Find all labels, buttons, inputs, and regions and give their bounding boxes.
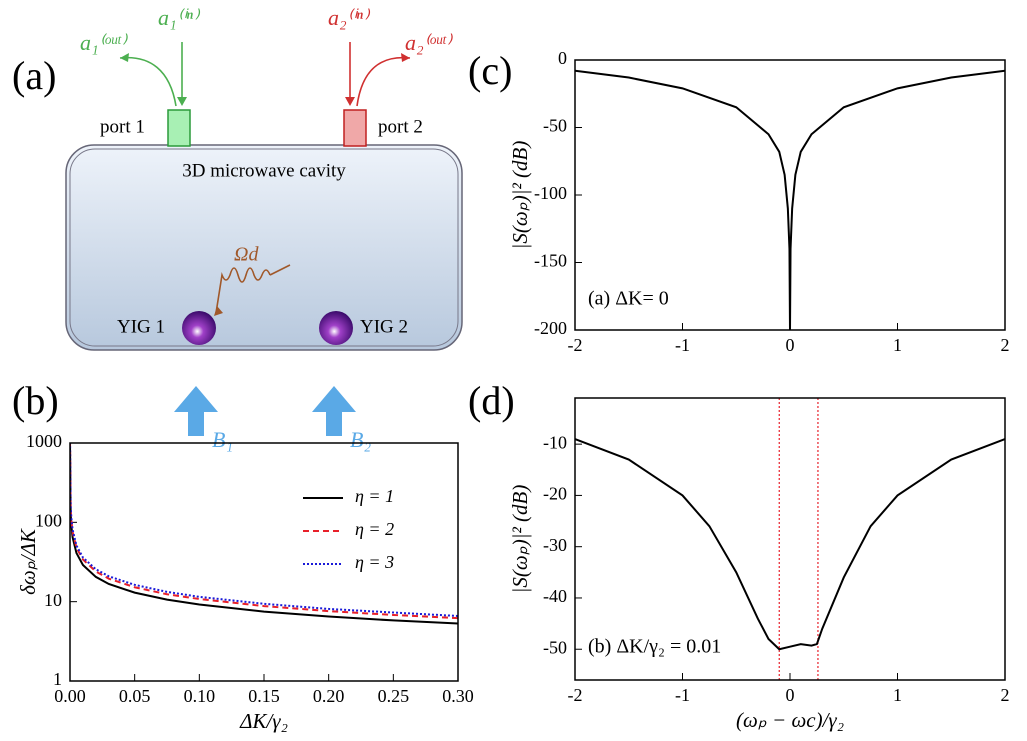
port-signal: a₁⁽ⁱⁿ⁾ bbox=[158, 5, 201, 30]
y-tick-label: -30 bbox=[543, 535, 567, 555]
legend-label: η = 3 bbox=[355, 552, 394, 572]
y-axis-label: |S(ωₚ)|² (dB) bbox=[508, 141, 532, 250]
x-tick-label: 0.25 bbox=[378, 686, 410, 706]
x-tick-label: 0.15 bbox=[248, 686, 280, 706]
yig-label: YIG 1 bbox=[117, 316, 165, 337]
y-tick-label: 1000 bbox=[26, 431, 62, 451]
x-tick-label: 0.30 bbox=[442, 686, 474, 706]
y-tick-label: 0 bbox=[558, 48, 567, 68]
port-label: port 2 bbox=[378, 116, 423, 137]
y-axis-label: δωₚ/ΔK bbox=[16, 528, 40, 595]
arrowhead bbox=[401, 53, 410, 62]
plot-frame bbox=[69, 442, 459, 682]
x-tick-label: 2 bbox=[1001, 685, 1010, 705]
x-tick-label: 1 bbox=[893, 335, 902, 355]
y-tick-label: 10 bbox=[44, 590, 62, 610]
cavity-label: 3D microwave cavity bbox=[182, 160, 346, 181]
plot-frame bbox=[574, 59, 1006, 331]
port-signal: a₁⁽ᵒᵘᵗ⁾ bbox=[80, 30, 128, 55]
x-tick-label: 0.20 bbox=[313, 686, 345, 706]
arrowhead bbox=[177, 97, 187, 106]
y-tick-label: -40 bbox=[543, 586, 567, 606]
x-tick-label: 0 bbox=[786, 685, 795, 705]
y-tick-label: -50 bbox=[543, 116, 567, 136]
annotation: (b) ΔK/γ₂ = 0.01 bbox=[588, 636, 721, 658]
port-signal: a₂⁽ᵒᵘᵗ⁾ bbox=[405, 30, 453, 55]
port bbox=[167, 109, 191, 147]
x-axis-label: ΔK/γ₂ bbox=[239, 709, 288, 733]
x-axis-label: (ωₚ − ωc)/γ₂ bbox=[736, 708, 844, 732]
panel-label: (d) bbox=[468, 378, 515, 423]
y-tick-label: -150 bbox=[534, 251, 567, 271]
y-tick-label: 100 bbox=[35, 510, 62, 530]
x-tick-label: 0.05 bbox=[119, 686, 151, 706]
arrow bbox=[356, 56, 411, 107]
port-signal: a₂⁽ⁱⁿ⁾ bbox=[328, 5, 371, 30]
x-tick-label: -2 bbox=[568, 685, 583, 705]
data-line bbox=[575, 438, 1005, 651]
cavity bbox=[65, 144, 463, 351]
x-tick-label: 0.00 bbox=[54, 686, 86, 706]
y-tick-label: -50 bbox=[543, 637, 567, 657]
x-tick-label: 0.10 bbox=[184, 686, 216, 706]
y-tick-label: -10 bbox=[543, 432, 567, 452]
data-line bbox=[70, 443, 458, 617]
y-tick-label: -100 bbox=[534, 183, 567, 203]
panel-label: (c) bbox=[468, 48, 512, 93]
drive-wave bbox=[215, 264, 291, 314]
x-tick-label: 0 bbox=[786, 335, 795, 355]
x-tick-label: 2 bbox=[1001, 335, 1010, 355]
port bbox=[343, 109, 367, 147]
x-tick-label: 1 bbox=[893, 685, 902, 705]
legend-label: η = 1 bbox=[355, 486, 394, 506]
yig-sphere bbox=[319, 311, 353, 345]
arrowhead bbox=[345, 97, 355, 106]
annotation: (a) ΔK= 0 bbox=[588, 288, 669, 310]
arrowhead bbox=[214, 306, 223, 316]
x-tick-label: -1 bbox=[675, 335, 690, 355]
port-label: port 1 bbox=[100, 116, 145, 137]
field-arrow bbox=[174, 386, 218, 436]
x-tick-label: -2 bbox=[568, 335, 583, 355]
plot-frame bbox=[574, 397, 1006, 681]
y-tick-label: 1 bbox=[53, 669, 62, 689]
y-axis-label: |S(ωₚ)|² (dB) bbox=[508, 485, 532, 594]
drive-label: Ωd bbox=[234, 244, 259, 266]
data-line bbox=[70, 445, 458, 625]
arrowhead bbox=[120, 53, 129, 62]
panel-label: (a) bbox=[12, 53, 56, 98]
y-tick-label: -200 bbox=[534, 318, 567, 338]
field-label: B₂ bbox=[350, 427, 371, 452]
x-tick-label: -1 bbox=[675, 685, 690, 705]
y-tick-label: -20 bbox=[543, 484, 567, 504]
field-label: B₁ bbox=[212, 427, 233, 452]
yig-label: YIG 2 bbox=[360, 316, 408, 337]
yig-sphere bbox=[182, 311, 216, 345]
field-arrow bbox=[312, 386, 356, 436]
cavity-inner bbox=[69, 148, 459, 347]
panel-label: (b) bbox=[12, 378, 59, 423]
arrow bbox=[119, 56, 177, 107]
data-line bbox=[575, 69, 1005, 330]
legend-label: η = 2 bbox=[355, 519, 394, 539]
diagram: (a) 3D microwave cavity port 1 port 2 a₁… bbox=[12, 5, 463, 452]
